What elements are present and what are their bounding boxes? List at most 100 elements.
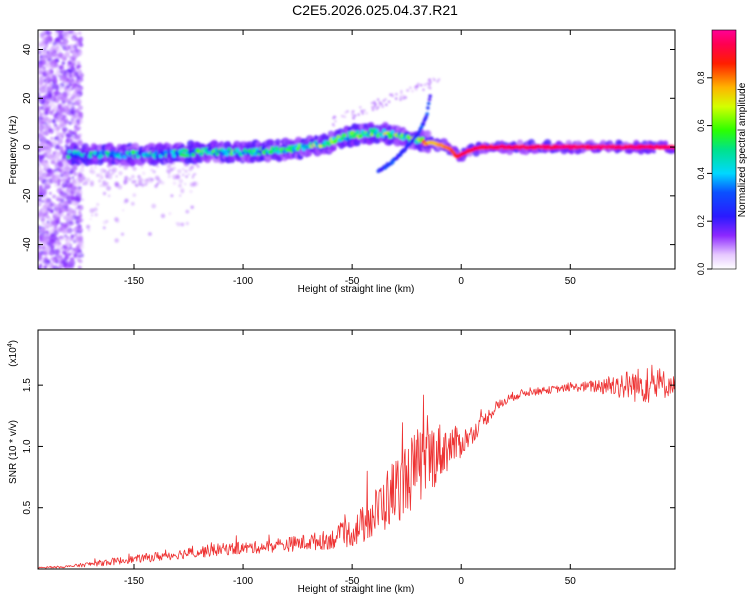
heatmap-noise-cell bbox=[38, 263, 43, 267]
heatmap-noise-cell bbox=[400, 90, 403, 93]
heatmap-noise-cell bbox=[38, 258, 41, 262]
y-tick-label: 0.5 bbox=[22, 500, 33, 514]
heatmap-noise-cell bbox=[78, 238, 84, 244]
heatmap-noise-cell bbox=[105, 182, 109, 186]
heatmap-noise-cell bbox=[75, 188, 79, 193]
heatmap-noise-cell bbox=[411, 89, 414, 93]
heatmap-ridge-cell bbox=[80, 150, 85, 155]
heatmap-noise-cell bbox=[59, 222, 64, 226]
heatmap-noise-cell bbox=[132, 166, 137, 171]
heatmap-noise-cell bbox=[70, 65, 75, 70]
heatmap-noise-cell bbox=[78, 132, 83, 138]
heatmap-noise-cell bbox=[363, 109, 366, 112]
colorbar-tick-label: 0.0 bbox=[696, 263, 706, 276]
heatmap-noise-cell bbox=[59, 173, 64, 178]
heatmap-noise-cell bbox=[176, 175, 180, 179]
snr-multiplier-base: (x10 bbox=[8, 347, 19, 367]
heatmap-noise-cell bbox=[181, 167, 185, 171]
heatmap-noise-cell bbox=[41, 209, 45, 213]
heatmap-noise-cell bbox=[54, 154, 60, 160]
heatmap-noise-cell bbox=[46, 259, 51, 264]
heatmap-ridge-cell bbox=[390, 130, 395, 135]
heatmap-noise-cell bbox=[38, 148, 41, 154]
x-tick-label: -50 bbox=[345, 276, 360, 287]
heatmap-noise-cell bbox=[43, 212, 48, 217]
heatmap-noise-cell bbox=[48, 191, 52, 195]
x-tick-label: 0 bbox=[458, 576, 464, 587]
heatmap-noise-cell bbox=[44, 83, 48, 87]
spectrogram-ticks: -150 -100 -50 0 50 -40 -20 0 20 40 bbox=[22, 30, 675, 287]
heatmap-noise-cell bbox=[75, 245, 81, 250]
heatmap-noise-cell bbox=[77, 249, 83, 254]
heatmap-noise-cell bbox=[404, 96, 408, 99]
snr-multiplier: (x104) bbox=[7, 340, 19, 367]
heatmap-noise-cell bbox=[185, 221, 189, 226]
heatmap-noise-cell bbox=[68, 207, 74, 214]
heatmap-noise-cell bbox=[41, 246, 46, 250]
heatmap-noise-cell bbox=[331, 123, 335, 126]
heatmap-noise-cell bbox=[74, 37, 79, 42]
heatmap-noise-cell bbox=[105, 219, 109, 223]
heatmap-noise-cell bbox=[54, 162, 58, 166]
heatmap-halo-cell bbox=[275, 138, 281, 145]
heatmap-noise-cell bbox=[341, 114, 344, 118]
heatmap-noise-cell bbox=[70, 137, 76, 142]
heatmap-noise-cell bbox=[73, 91, 77, 95]
heatmap-noise-cell bbox=[81, 198, 84, 202]
heatmap-noise-cell bbox=[49, 217, 53, 222]
heatmap-noise-cell bbox=[50, 256, 55, 261]
heatmap-ridge-cell bbox=[382, 128, 387, 133]
heatmap-noise-cell bbox=[64, 51, 70, 57]
heatmap-noise-cell bbox=[56, 219, 61, 224]
spectrogram-panel: -150 -100 -50 0 50 -40 -20 0 20 40 Height of stra… bbox=[8, 29, 676, 295]
heatmap-noise-cell bbox=[399, 95, 403, 99]
heatmap-noise-cell bbox=[40, 217, 46, 223]
heatmap-noise-cell bbox=[44, 145, 49, 150]
heatmap-noise-cell bbox=[415, 85, 419, 88]
colorbar-tick-label: 0.4 bbox=[696, 167, 706, 180]
heatmap-noise-cell bbox=[190, 205, 194, 210]
heatmap-noise-cell bbox=[437, 78, 441, 81]
heatmap-noise-cell bbox=[71, 135, 76, 139]
heatmap-noise-cell bbox=[76, 226, 80, 230]
heatmap-noise-cell bbox=[185, 175, 189, 179]
heatmap-noise-cell bbox=[124, 198, 129, 203]
heatmap-noise-cell bbox=[38, 124, 42, 130]
heatmap-noise-cell bbox=[58, 242, 62, 246]
heatmap-noise-cell bbox=[171, 173, 176, 178]
heatmap-noise-cell bbox=[75, 93, 81, 99]
snr-multiplier-close: ) bbox=[8, 340, 19, 343]
heatmap-noise-cell bbox=[41, 237, 48, 244]
heatmap-noise-cell bbox=[38, 116, 42, 122]
heatmap-noise-cell bbox=[175, 221, 178, 225]
heatmap-noise-cell bbox=[38, 59, 43, 64]
heatmap-noise-cell bbox=[44, 222, 50, 228]
heatmap-chirp-cell bbox=[428, 94, 433, 98]
heatmap-noise-cell bbox=[67, 176, 71, 180]
snr-multiplier-exponent: 4 bbox=[7, 343, 14, 347]
heatmap-chirp-cell bbox=[421, 122, 426, 127]
heatmap-noise-cell bbox=[108, 194, 111, 197]
heatmap-noise-cell bbox=[52, 215, 58, 221]
heatmap-noise-cell bbox=[78, 72, 84, 78]
heatmap-noise-cell bbox=[62, 80, 66, 84]
heatmap-noise-cell bbox=[58, 254, 63, 259]
heatmap-noise-cell bbox=[394, 97, 398, 100]
heatmap-noise-cell bbox=[359, 106, 362, 109]
heatmap-noise-cell bbox=[57, 227, 63, 233]
heatmap-noise-cell bbox=[44, 36, 49, 41]
heatmap-noise-cell bbox=[77, 205, 81, 208]
heatmap-noise-cell bbox=[69, 130, 74, 135]
y-tick-label: 20 bbox=[22, 92, 33, 104]
heatmap-noise-cell bbox=[114, 238, 119, 243]
heatmap-noise-cell bbox=[120, 232, 125, 236]
heatmap-marks bbox=[38, 30, 675, 269]
heatmap-noise-cell bbox=[76, 99, 82, 105]
heatmap-noise-cell bbox=[57, 103, 63, 109]
heatmap-noise-cell bbox=[382, 99, 386, 103]
heatmap-noise-cell bbox=[66, 68, 71, 73]
heatmap-noise-cell bbox=[61, 153, 68, 159]
heatmap-noise-cell bbox=[41, 59, 47, 64]
heatmap-noise-cell bbox=[54, 71, 60, 76]
snr-frame bbox=[37, 329, 676, 570]
